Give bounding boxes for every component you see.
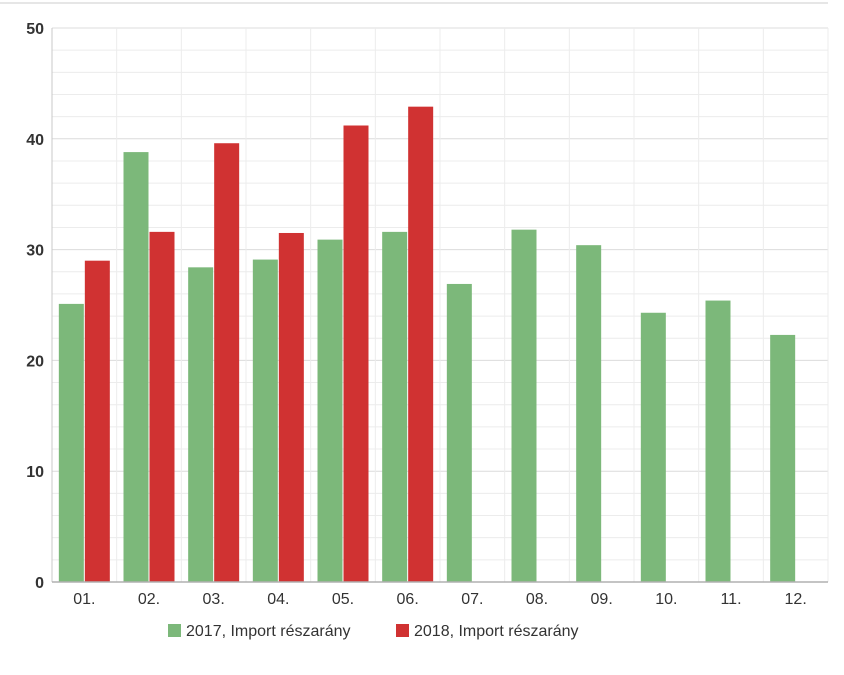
- bar-series-2-2[interactable]: [149, 231, 175, 582]
- bar-series-1-7[interactable]: [446, 283, 472, 582]
- legend-label: 2017, Import részarány: [186, 623, 351, 640]
- legend-label: 2018, Import részarány: [414, 623, 579, 640]
- x-tick-label: 07.: [461, 591, 483, 608]
- grid: [52, 27, 829, 582]
- legend: 2017, Import részarány 2018, Import résza…: [168, 623, 579, 640]
- bars: [58, 106, 796, 583]
- bar-series-1-3[interactable]: [188, 267, 214, 582]
- x-tick-label: 08.: [526, 591, 548, 608]
- legend-item-1[interactable]: 2017, Import részarány: [168, 623, 351, 640]
- y-tick-label: 0: [35, 575, 44, 592]
- x-tick-label: 04.: [267, 591, 289, 608]
- bar-series-1-2[interactable]: [123, 152, 149, 582]
- y-tick-label: 40: [26, 132, 44, 149]
- legend-item-2[interactable]: 2018, Import részarány: [396, 623, 579, 640]
- bar-series-2-6[interactable]: [408, 106, 434, 582]
- x-tick-label: 03.: [203, 591, 225, 608]
- bar-series-1-8[interactable]: [511, 229, 537, 582]
- x-tick-label: 05.: [332, 591, 354, 608]
- x-tick-label: 02.: [138, 591, 160, 608]
- x-tick-label: 01.: [73, 591, 95, 608]
- y-tick-labels: 0 10 20 30 40 50: [26, 21, 44, 592]
- bar-series-2-1[interactable]: [84, 260, 110, 582]
- x-tick-label: 11.: [720, 591, 741, 608]
- bar-series-2-3[interactable]: [214, 143, 240, 582]
- bar-series-1-4[interactable]: [252, 259, 278, 582]
- bar-series-1-5[interactable]: [317, 239, 343, 583]
- y-tick-label: 30: [26, 243, 44, 260]
- y-tick-label: 50: [26, 21, 44, 38]
- x-tick-label: 06.: [397, 591, 419, 608]
- bar-series-2-4[interactable]: [278, 232, 304, 583]
- x-tick-label: 10.: [655, 591, 677, 608]
- bar-series-1-9[interactable]: [576, 245, 602, 582]
- bar-series-2-5[interactable]: [343, 125, 369, 582]
- x-tick-label: 12.: [785, 591, 807, 608]
- bar-series-1-12[interactable]: [770, 334, 796, 582]
- bar-series-1-10[interactable]: [640, 312, 666, 582]
- legend-swatch: [396, 624, 409, 637]
- bar-series-1-6[interactable]: [382, 231, 408, 582]
- y-tick-label: 20: [26, 353, 44, 370]
- legend-swatch: [168, 624, 181, 637]
- x-tick-labels: 01. 02. 03. 04. 05. 06. 07. 08. 09. 10. 11. 12.: [73, 591, 807, 608]
- bar-series-1-1[interactable]: [58, 303, 84, 582]
- bar-series-1-11[interactable]: [705, 300, 731, 582]
- axes: [51, 28, 828, 583]
- y-tick-label: 10: [26, 464, 44, 481]
- x-tick-label: 09.: [591, 591, 613, 608]
